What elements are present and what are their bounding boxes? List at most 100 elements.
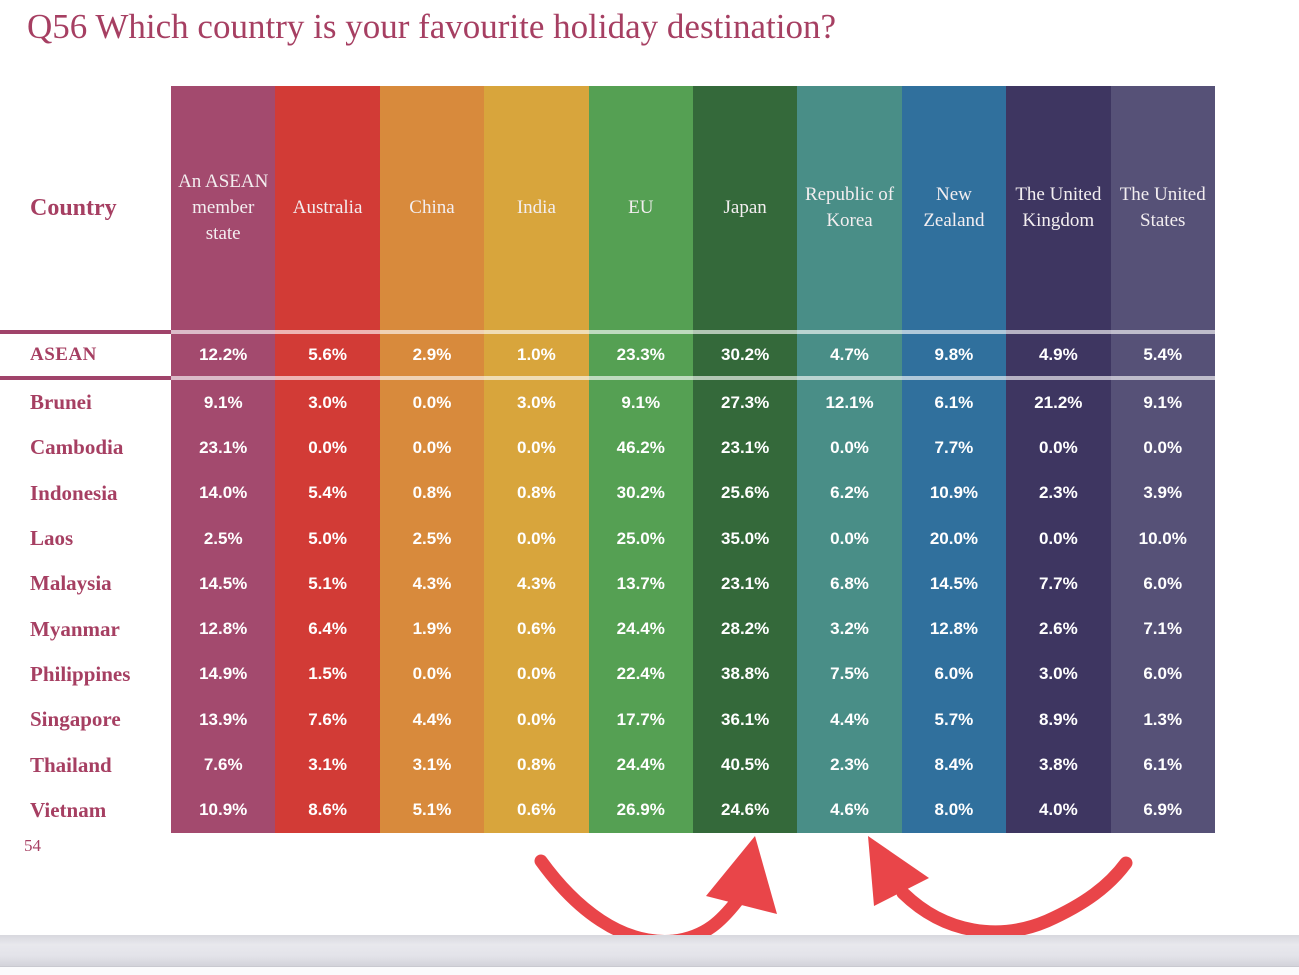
separator [275, 376, 380, 380]
separator [484, 330, 589, 334]
column-header: The United States [1110, 86, 1215, 330]
separator [901, 376, 1007, 380]
data-cell: 24.6% [692, 787, 798, 833]
data-cell: 7.7% [1006, 561, 1111, 607]
data-cell: 5.0% [275, 515, 380, 562]
summary-cell: 5.4% [1110, 334, 1215, 376]
column-header: The United Kingdom [1006, 86, 1111, 330]
data-cell: 1.5% [275, 651, 380, 698]
data-cell: 0.0% [797, 425, 902, 471]
data-cell: 6.9% [1110, 787, 1215, 833]
data-cell: 25.6% [692, 470, 798, 516]
column-header: Republic of Korea [797, 86, 902, 330]
column-header: Australia [275, 86, 380, 330]
separator [588, 376, 693, 380]
data-cell: 3.0% [1006, 651, 1111, 698]
data-cell: 0.0% [379, 425, 485, 471]
page-title: Q56 Which country is your favourite holi… [27, 7, 837, 46]
data-cell: 24.4% [588, 606, 693, 652]
separator [171, 376, 276, 380]
data-cell: 6.4% [275, 606, 380, 652]
data-cell: 12.8% [901, 606, 1007, 652]
data-cell: 6.0% [901, 651, 1007, 698]
data-cell: 9.1% [171, 380, 276, 426]
separator [171, 330, 276, 334]
data-cell: 0.0% [275, 425, 380, 471]
data-cell: 5.4% [275, 470, 380, 516]
row-label: Laos [0, 515, 171, 562]
data-cell: 2.6% [1006, 606, 1111, 652]
data-cell: 25.0% [588, 515, 693, 562]
window-edge-highlight [0, 967, 1299, 975]
data-cell: 4.4% [379, 697, 485, 743]
row-label: Indonesia [0, 470, 171, 516]
summary-cell: 4.9% [1006, 334, 1111, 376]
data-cell: 8.9% [1006, 697, 1111, 743]
data-cell: 8.6% [275, 787, 380, 833]
row-label: Myanmar [0, 606, 171, 652]
data-cell: 17.7% [588, 697, 693, 743]
data-cell: 13.7% [588, 561, 693, 607]
data-cell: 3.1% [275, 742, 380, 788]
data-cell: 8.0% [901, 787, 1007, 833]
data-cell: 0.8% [484, 470, 589, 516]
separator [1110, 376, 1215, 380]
data-cell: 46.2% [588, 425, 693, 471]
data-cell: 1.9% [379, 606, 485, 652]
data-cell: 12.1% [797, 380, 902, 426]
separator [797, 330, 902, 334]
data-cell: 0.0% [484, 651, 589, 698]
data-cell: 5.7% [901, 697, 1007, 743]
separator [1006, 376, 1111, 380]
data-cell: 20.0% [901, 515, 1007, 562]
row-label: Cambodia [0, 425, 171, 471]
data-cell: 0.0% [1006, 515, 1111, 562]
column-header: China [379, 86, 485, 330]
data-cell: 2.3% [1006, 470, 1111, 516]
data-cell: 3.9% [1110, 470, 1215, 516]
data-cell: 26.9% [588, 787, 693, 833]
corner-label: Country [0, 86, 171, 330]
red-arrow-to-japan-icon [534, 836, 777, 948]
data-cell: 4.0% [1006, 787, 1111, 833]
data-cell: 7.7% [901, 425, 1007, 471]
separator [0, 330, 171, 334]
data-cell: 4.3% [379, 561, 485, 607]
data-cell: 23.1% [692, 425, 798, 471]
data-cell: 5.1% [379, 787, 485, 833]
data-cell: 38.8% [692, 651, 798, 698]
data-cell: 0.0% [484, 697, 589, 743]
data-cell: 12.8% [171, 606, 276, 652]
data-cell: 24.4% [588, 742, 693, 788]
data-cell: 14.5% [171, 561, 276, 607]
summary-cell: 4.7% [797, 334, 902, 376]
data-cell: 3.0% [275, 380, 380, 426]
separator [379, 376, 485, 380]
data-cell: 0.0% [484, 425, 589, 471]
page-number: 54 [24, 836, 41, 855]
summary-cell: 1.0% [484, 334, 589, 376]
data-cell: 6.1% [1110, 742, 1215, 788]
data-cell: 22.4% [588, 651, 693, 698]
column-header: EU [588, 86, 693, 330]
data-cell: 0.0% [1110, 425, 1215, 471]
separator [588, 330, 693, 334]
data-cell: 3.0% [484, 380, 589, 426]
column-header: Japan [692, 86, 798, 330]
data-cell: 28.2% [692, 606, 798, 652]
data-cell: 4.6% [797, 787, 902, 833]
data-cell: 2.5% [379, 515, 485, 562]
separator [484, 376, 589, 380]
separator [275, 330, 380, 334]
separator [1006, 330, 1111, 334]
column-header: India [484, 86, 589, 330]
data-cell: 0.6% [484, 606, 589, 652]
data-cell: 7.6% [171, 742, 276, 788]
data-cell: 8.4% [901, 742, 1007, 788]
data-cell: 14.5% [901, 561, 1007, 607]
data-cell: 10.9% [901, 470, 1007, 516]
summary-cell: 30.2% [692, 334, 798, 376]
summary-row-label: ASEAN [0, 334, 171, 376]
data-cell: 9.1% [1110, 380, 1215, 426]
data-cell: 14.0% [171, 470, 276, 516]
